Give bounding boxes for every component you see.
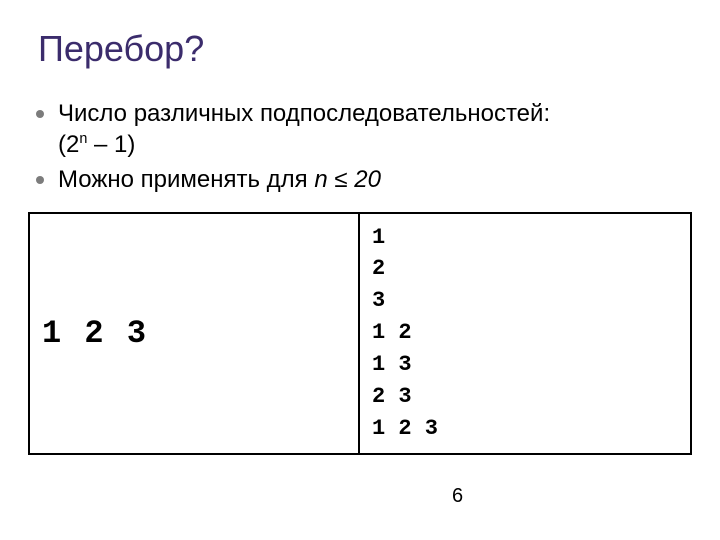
table-right-row: 1 2 — [372, 317, 678, 349]
example-table: 1 2 3 1 2 3 1 2 1 3 2 3 1 2 3 — [28, 212, 692, 455]
page-number: 6 — [452, 485, 463, 508]
table-right-row: 2 3 — [372, 381, 678, 413]
formula-prefix: (2 — [58, 131, 79, 158]
table-right-row: 3 — [372, 285, 678, 317]
table-right-row: 1 2 3 — [372, 413, 678, 445]
bullet-item-1: Число различных подпоследовательностей: … — [30, 98, 720, 160]
table-right-row: 1 — [372, 222, 678, 254]
bullet-2-prefix: Можно применять для — [58, 166, 314, 193]
bullet-list: Число различных подпоследовательностей: … — [0, 98, 720, 196]
table-right-cell: 1 2 3 1 2 1 3 2 3 1 2 3 — [360, 214, 690, 453]
formula-suffix: – 1) — [87, 131, 135, 158]
table-right-row: 1 3 — [372, 349, 678, 381]
slide: Перебор? Число различных подпоследовател… — [0, 0, 720, 540]
bullet-2-italic: n ≤ 20 — [314, 166, 381, 193]
bullet-item-2: Можно применять для n ≤ 20 — [30, 164, 720, 195]
table-left-value: 1 2 3 — [42, 315, 148, 352]
bullet-1-formula: (2n – 1) — [58, 129, 720, 160]
table-right-row: 2 — [372, 253, 678, 285]
slide-title: Перебор? — [0, 28, 720, 70]
bullet-1-text: Число различных подпоследовательностей: — [58, 100, 550, 127]
table-left-cell: 1 2 3 — [30, 214, 360, 453]
